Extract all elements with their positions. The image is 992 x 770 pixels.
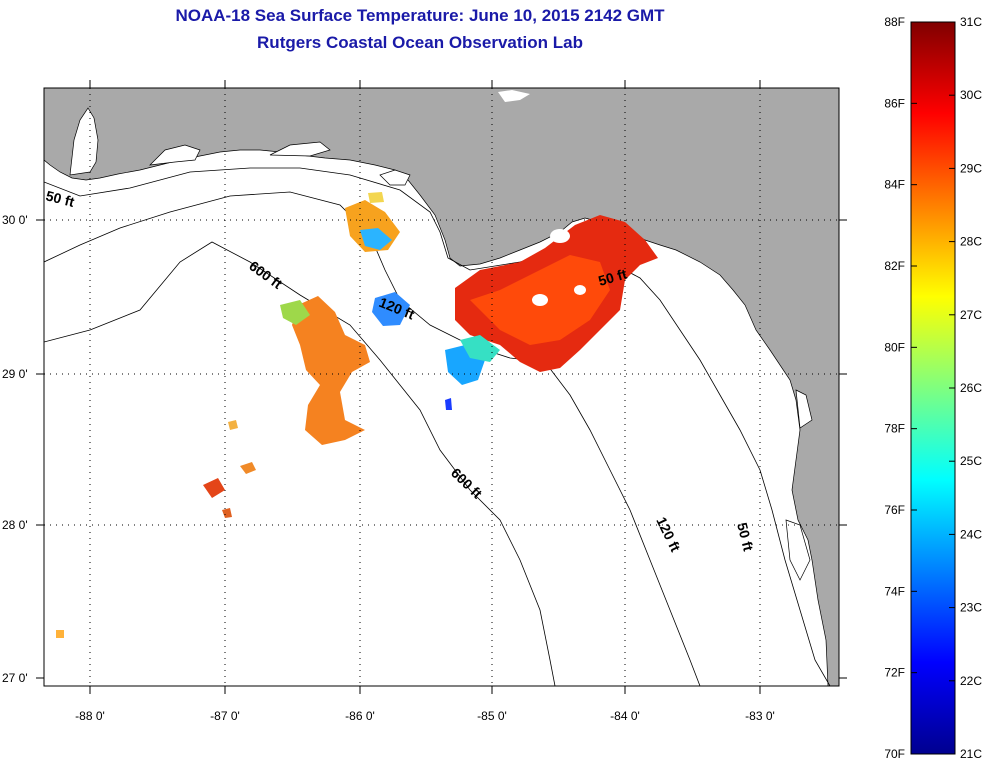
lake-top xyxy=(498,90,530,102)
colorbar-f-label: 88F xyxy=(884,15,905,29)
colorbar-c-label: 29C xyxy=(960,161,982,175)
colorbar-f-label: 76F xyxy=(884,503,905,517)
contour-label-50ft-west: 50 ft xyxy=(44,187,76,210)
lat-label: 28 0' xyxy=(2,518,28,532)
colorbar-f-label: 72F xyxy=(884,666,905,680)
colorbar-c-label: 25C xyxy=(960,454,982,468)
sst-patch-small-5 xyxy=(445,398,452,410)
contour-label-50ft-south: 50 ft xyxy=(734,521,757,553)
lon-label: -88 0' xyxy=(75,709,105,723)
lat-label: 29 0' xyxy=(2,367,28,381)
colorbar-c-label: 28C xyxy=(960,235,982,249)
colorbar-f-label: 70F xyxy=(884,747,905,761)
lon-label: -85 0' xyxy=(477,709,507,723)
lon-label: -84 0' xyxy=(610,709,640,723)
sst-patch-small-3 xyxy=(222,508,232,518)
colorbar-c-label: 31C xyxy=(960,15,982,29)
lon-label: -87 0' xyxy=(210,709,240,723)
lon-label: -86 0' xyxy=(345,709,375,723)
colorbar-f-label: 84F xyxy=(884,178,905,192)
contour-600ft xyxy=(44,241,556,686)
sst-patch-small-7 xyxy=(368,192,384,203)
sst-patch-small-4 xyxy=(228,420,238,430)
sst-patch-small-1 xyxy=(203,478,225,498)
colorbar-c-label: 27C xyxy=(960,308,982,322)
sst-patch-small-6 xyxy=(56,630,64,638)
apalachicola-bay xyxy=(379,169,411,186)
colorbar-ticks: 88F 86F 84F 82F 80F 78F 76F 74F 72F 70F 31C 30C 29C 2… xyxy=(884,15,982,761)
axis-ticks xyxy=(36,80,847,694)
map-border xyxy=(43,87,840,687)
charlotte-harbor xyxy=(785,519,811,581)
sst-patch-stgeorge xyxy=(372,292,410,326)
colorbar-c-label: 22C xyxy=(960,674,982,688)
sst-patch-small-2 xyxy=(240,462,256,474)
choctawhatchee-bay xyxy=(269,141,331,157)
sst-patch-offshore-green xyxy=(280,300,310,325)
colorbar-c-label: 23C xyxy=(960,601,982,615)
contour-120ft xyxy=(44,191,701,686)
pensacola-bay xyxy=(149,144,201,166)
grid xyxy=(44,88,839,686)
sst-patch-offshore-1 xyxy=(292,296,370,445)
colorbar-f-label: 74F xyxy=(884,584,905,598)
tampa-bay xyxy=(795,389,813,429)
colorbar-c-label: 24C xyxy=(960,527,982,541)
colorbar-f-label: 78F xyxy=(884,422,905,436)
colorbar xyxy=(910,21,956,755)
map-subtitle: Rutgers Coastal Ocean Observation Lab xyxy=(257,33,583,52)
lon-label: -83 0' xyxy=(745,709,775,723)
colorbar-c-label: 21C xyxy=(960,747,982,761)
colorbar-f-label: 82F xyxy=(884,259,905,273)
map-title: NOAA-18 Sea Surface Temperature: June 10… xyxy=(175,6,665,25)
colorbar-f-label: 86F xyxy=(884,96,905,110)
lat-label: 27 0' xyxy=(2,671,28,685)
contour-label-50ft-east: 50 ft xyxy=(596,265,628,288)
mobile-bay xyxy=(69,107,99,176)
colorbar-c-label: 30C xyxy=(960,88,982,102)
cloud-gaps xyxy=(532,229,586,306)
sst-patches xyxy=(56,192,658,638)
sst-patch-apalachicola-blue xyxy=(360,228,392,250)
sst-patch-cyan-edge xyxy=(460,335,500,362)
lat-label: 30 0' xyxy=(2,213,28,227)
colorbar-f-label: 80F xyxy=(884,340,905,354)
colorbar-c-label: 26C xyxy=(960,381,982,395)
